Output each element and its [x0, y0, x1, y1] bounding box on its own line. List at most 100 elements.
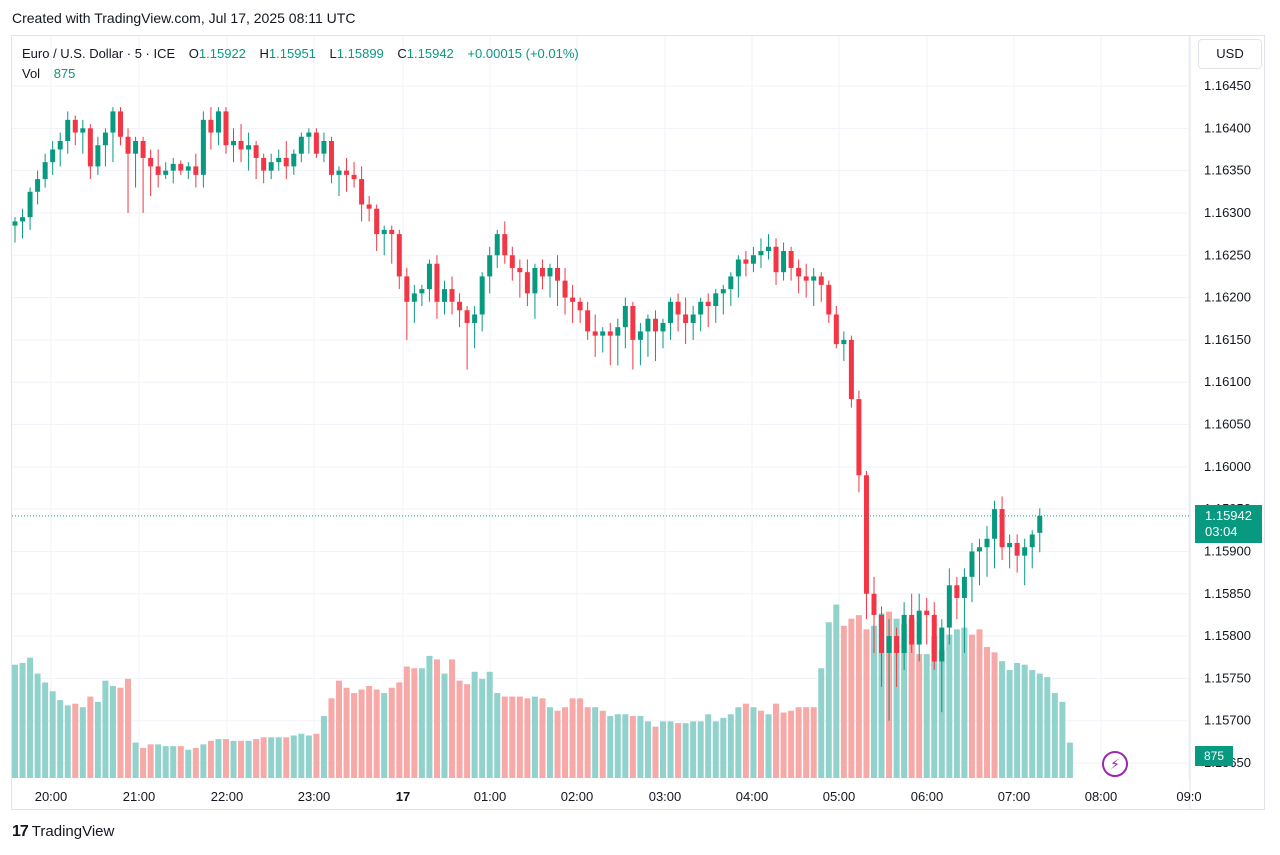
volume-bar: [675, 723, 682, 778]
candle: [261, 153, 267, 184]
volume-bar: [705, 714, 712, 778]
volume-bar: [72, 703, 79, 778]
volume-bar: [539, 698, 546, 778]
lightning-icon[interactable]: ⚡: [1102, 751, 1128, 777]
volume-bar: [381, 693, 388, 778]
volume-bar: [961, 627, 968, 778]
candle: [863, 471, 869, 620]
volume-bar: [863, 629, 870, 778]
volume-bar: [742, 703, 749, 778]
candle: [494, 229, 500, 268]
volume-bar: [727, 714, 734, 778]
tradingview-brand[interactable]: 17 TradingView: [12, 823, 114, 841]
candle: [223, 107, 229, 154]
currency-button[interactable]: USD: [1198, 39, 1262, 69]
volume-bar: [426, 655, 433, 778]
time-tick-label: 03:00: [649, 789, 682, 804]
candle: [298, 132, 304, 163]
volume-bar: [931, 636, 938, 778]
candle: [419, 284, 425, 307]
volume-bar: [351, 693, 358, 778]
brand-name: TradingView: [31, 823, 115, 840]
legend-volume-row[interactable]: Vol 875: [22, 64, 579, 84]
volume-bar: [79, 707, 86, 778]
price-tick-label: 1.15700: [1204, 713, 1251, 728]
time-tick-label: 20:00: [35, 789, 68, 804]
volume-bar: [1059, 701, 1066, 778]
volume-bar: [42, 682, 49, 778]
volume-bar: [509, 696, 516, 778]
candle: [946, 568, 952, 645]
bar-countdown: 03:04: [1205, 524, 1238, 539]
volume-bar: [531, 696, 538, 778]
candle: [253, 141, 259, 180]
candle: [336, 166, 342, 197]
time-tick-label: 07:00: [998, 789, 1031, 804]
candle: [773, 238, 779, 285]
volume-bar: [268, 737, 275, 778]
volume-bar: [1006, 670, 1013, 778]
candle: [238, 124, 244, 163]
volume-bar: [464, 684, 471, 778]
candle: [509, 246, 515, 281]
volume-bar: [170, 746, 177, 778]
volume-bar: [471, 671, 478, 778]
volume-bar: [449, 659, 456, 778]
candle: [185, 162, 191, 180]
candle: [652, 310, 658, 362]
candle: [441, 280, 447, 315]
candle: [796, 259, 802, 294]
candle: [532, 263, 538, 319]
candle: [72, 115, 78, 146]
candle: [231, 128, 237, 163]
volume-bar: [479, 678, 486, 778]
volume-bar: [441, 673, 448, 778]
candle: [728, 272, 734, 307]
volume-bar: [313, 733, 320, 778]
volume-bar: [825, 622, 832, 778]
candle: [344, 157, 350, 192]
candle: [833, 306, 839, 349]
volume-bar: [125, 678, 132, 778]
candle: [170, 157, 176, 184]
legend-ohlc-row[interactable]: Euro / U.S. Dollar · 5 · ICE O1.15922 H1…: [22, 44, 579, 64]
volume-bar: [396, 682, 403, 778]
volume-bar: [433, 659, 440, 778]
candle: [404, 267, 410, 340]
candle: [487, 246, 493, 294]
candle: [148, 149, 154, 197]
price-tick-label: 1.16150: [1204, 332, 1251, 347]
volume-bar: [735, 707, 742, 778]
chart-frame[interactable]: [11, 35, 1265, 810]
volume-label[interactable]: Vol: [22, 66, 41, 81]
candle: [811, 267, 817, 307]
candle: [856, 390, 862, 493]
volume-bar: [238, 740, 245, 778]
candle: [645, 314, 651, 357]
volume-bar: [1036, 673, 1043, 778]
volume-bar: [577, 698, 584, 778]
time-tick-label: 21:00: [123, 789, 156, 804]
candle: [321, 132, 327, 163]
candle: [924, 597, 930, 645]
candle: [472, 306, 478, 349]
volume-bar: [162, 746, 169, 778]
candle: [359, 166, 365, 222]
high-value: 1.15951: [268, 46, 316, 61]
volume-bars: [12, 604, 1073, 778]
price-tick-label: 1.15800: [1204, 628, 1251, 643]
volume-bar: [1066, 742, 1073, 778]
time-tick-label: 22:00: [211, 789, 244, 804]
volume-bar: [652, 726, 659, 778]
symbol-label[interactable]: Euro / U.S. Dollar · 5 · ICE: [22, 46, 176, 61]
volume-bar: [222, 739, 229, 778]
volume-bar: [343, 687, 350, 778]
candle: [916, 593, 922, 662]
volume-bar: [516, 696, 523, 778]
volume-bar: [848, 618, 855, 778]
candle: [306, 128, 312, 154]
volume-bar: [388, 687, 395, 778]
candle: [984, 526, 990, 577]
volume-bar: [562, 707, 569, 778]
